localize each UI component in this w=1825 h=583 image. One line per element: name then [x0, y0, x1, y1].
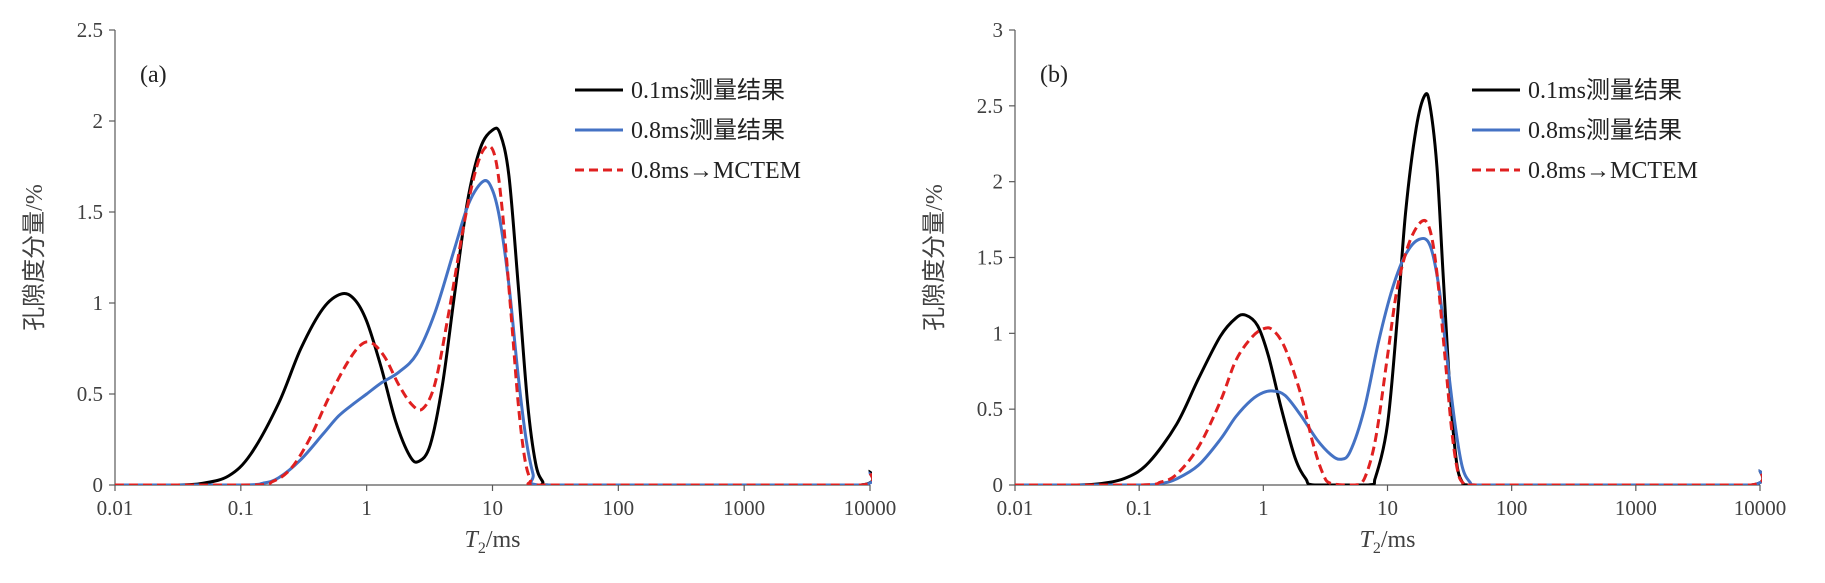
x-tick-label: 0.1: [1126, 496, 1152, 520]
legend-label: 0.1ms测量结果: [631, 77, 785, 104]
y-tick-label: 0: [993, 473, 1004, 497]
x-tick-label: 10000: [844, 496, 897, 520]
legend: 0.1ms测量结果 0.8ms测量结果 0.8ms→MCTEM: [1472, 77, 1698, 184]
series-line-2: [115, 179, 872, 485]
y-tick-label: 0.5: [77, 382, 103, 406]
panel-label: (a): [140, 62, 167, 88]
series-line-2: [1015, 236, 1762, 485]
y-tick-label: 2: [993, 170, 1004, 194]
y-tick-label: 1.5: [977, 246, 1003, 270]
legend-label: 0.1ms测量结果: [1528, 77, 1682, 104]
y-tick-label: 2.5: [977, 94, 1003, 118]
x-tick-label: 100: [603, 496, 635, 520]
x-tick-label: 1: [1258, 496, 1269, 520]
series-line-1: [1015, 92, 1762, 485]
panel-label: (b): [1040, 62, 1068, 88]
y-tick-label: 1: [93, 291, 104, 315]
x-axis-title: T2/ms: [1359, 527, 1415, 557]
series-line-3: [1015, 218, 1762, 485]
x-tick-label: 1000: [723, 496, 765, 520]
x-tick-label: 0.01: [97, 496, 134, 520]
x-axis-title: T2/ms: [464, 527, 520, 557]
x-tick-label: 10: [1377, 496, 1398, 520]
y-tick-label: 3: [993, 18, 1004, 42]
legend: 0.1ms测量结果 0.8ms测量结果 0.8ms→MCTEM: [575, 77, 801, 184]
y-tick-label: 2: [93, 109, 104, 133]
legend-label: 0.8ms测量结果: [1528, 117, 1682, 144]
y-tick-label: 1.5: [77, 200, 103, 224]
x-tick-label: 10000: [1734, 496, 1787, 520]
x-tick-label: 0.1: [228, 496, 254, 520]
chart-panel-b: 0 0.5 1 1.5 2 2.5 3 0.01 0.1 1 10 100 1000 10000 孔隙度分量…: [921, 18, 1786, 557]
x-tick-label: 1: [361, 496, 372, 520]
x-tick-label: 0.01: [997, 496, 1034, 520]
legend-label: 0.8ms测量结果: [631, 117, 785, 144]
y-axis-title: 孔隙度分量/%: [921, 184, 948, 331]
y-tick-label: 2.5: [77, 18, 103, 42]
y-tick-label: 0: [93, 473, 104, 497]
x-tick-label: 100: [1496, 496, 1528, 520]
legend-label: 0.8ms→MCTEM: [631, 158, 801, 184]
y-tick-label: 0.5: [977, 397, 1003, 421]
legend-label: 0.8ms→MCTEM: [1528, 158, 1698, 184]
chart-panel-a: 0 0.5 1 1.5 2 2.5 0.01 0.1 1 10 100 1000 10000 孔隙度分量/…: [21, 18, 896, 557]
y-axis-title: 孔隙度分量/%: [21, 184, 48, 331]
x-tick-label: 10: [482, 496, 503, 520]
series-line-3: [115, 144, 872, 485]
x-tick-label: 1000: [1615, 496, 1657, 520]
y-tick-label: 1: [993, 321, 1004, 345]
